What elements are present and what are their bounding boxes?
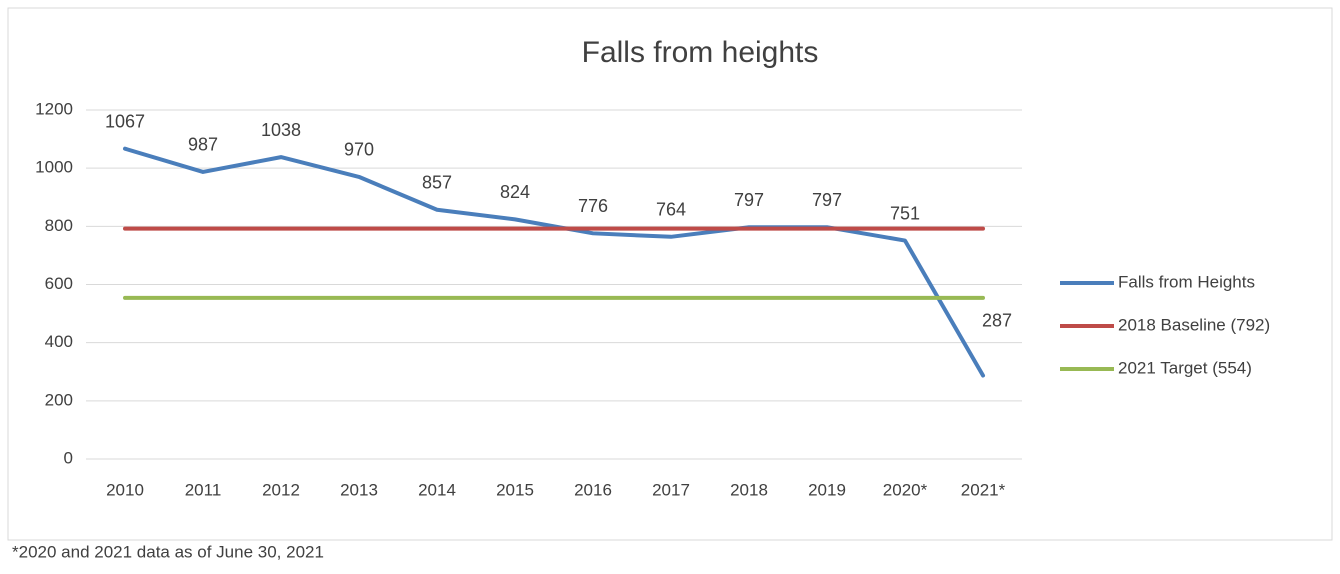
legend-label: 2018 Baseline (792)	[1118, 315, 1270, 334]
data-label: 970	[344, 140, 374, 160]
y-tick-label: 400	[45, 332, 73, 351]
y-tick-label: 800	[45, 216, 73, 235]
x-tick-label: 2017	[652, 480, 690, 499]
data-label: 1038	[261, 120, 301, 140]
x-tick-label: 2021*	[961, 480, 1006, 499]
data-label: 824	[500, 182, 530, 202]
data-label: 764	[656, 200, 686, 220]
legend-label: Falls from Heights	[1118, 272, 1255, 291]
chart-frame	[7, 7, 1333, 541]
data-label: 797	[812, 190, 842, 210]
y-tick-label: 1000	[35, 158, 73, 177]
x-tick-label: 2018	[730, 480, 768, 499]
x-tick-label: 2012	[262, 480, 300, 499]
y-tick-label: 200	[45, 390, 73, 409]
data-label: 857	[422, 173, 452, 193]
chart-title: Falls from heights	[582, 36, 819, 69]
x-tick-label: 2011	[185, 480, 222, 499]
data-label: 797	[734, 190, 764, 210]
y-tick-label: 0	[64, 448, 73, 467]
y-tick-label: 1200	[35, 99, 73, 118]
x-tick-label: 2019	[808, 480, 846, 499]
data-label: 776	[578, 196, 608, 216]
legend-label: 2021 Target (554)	[1118, 358, 1252, 377]
data-label: 287	[982, 310, 1012, 330]
x-tick-label: 2015	[496, 480, 534, 499]
x-tick-label: 2010	[106, 480, 144, 499]
y-tick-label: 600	[45, 274, 73, 293]
data-label: 751	[890, 203, 920, 223]
x-tick-label: 2016	[574, 480, 612, 499]
data-label: 987	[188, 135, 218, 155]
footnote: *2020 and 2021 data as of June 30, 2021	[12, 542, 324, 561]
x-tick-label: 2014	[418, 480, 456, 499]
x-tick-label: 2013	[340, 480, 378, 499]
data-label: 1067	[105, 111, 145, 131]
x-tick-label: 2020*	[883, 480, 928, 499]
